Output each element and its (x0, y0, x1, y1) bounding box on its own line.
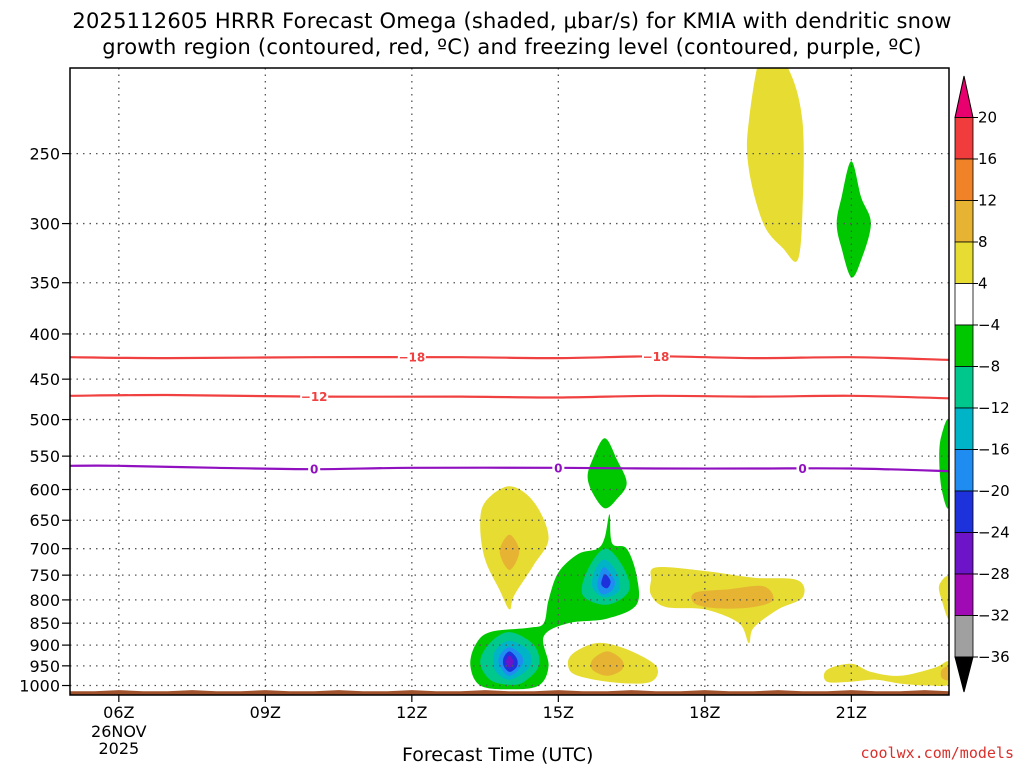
contours: −18 −18 −12 0 0 0 (70, 349, 949, 477)
colorbar-label-11: −28 (978, 565, 1010, 583)
colorbar-segment (954, 324, 974, 367)
colorbar-segment (954, 117, 974, 160)
contour-label--12: −12 (301, 390, 328, 404)
colorbar: 20 16 12 8 4 −4 −8 −12 −16 −20 −24 −28 −32 −36 (954, 75, 1010, 693)
chart-title-line2: growth region (contoured, red, ºC) and f… (102, 35, 922, 59)
contour-label--18: −18 (398, 351, 425, 365)
x-tick-label-12: 12Z (396, 703, 427, 722)
x-tick-label-18: 18Z (689, 703, 720, 722)
y-tick-label-650: 650 (29, 511, 60, 530)
x-date-label-0: 26NOV (91, 722, 147, 741)
y-tick-label-750: 750 (29, 566, 60, 585)
colorbar-segment (954, 407, 974, 450)
colorbar-label-1: 16 (978, 150, 997, 168)
y-tick-label-400: 400 (29, 325, 60, 344)
x-tick-label-9: 09Z (250, 703, 281, 722)
y-tick-label-350: 350 (29, 274, 60, 293)
y-tick-label-700: 700 (29, 540, 60, 559)
colorbar-label-6: −8 (978, 358, 1000, 376)
contour-label-bg (308, 462, 321, 477)
colorbar-segment (954, 615, 974, 658)
x-axis-label: Forecast Time (UTC) (402, 744, 594, 766)
colorbar-label-13: −36 (978, 648, 1010, 666)
contour-label-bg (796, 461, 809, 476)
y-tick-label-900: 900 (29, 636, 60, 655)
omega-area-downward-green-16z-580 (587, 438, 627, 509)
x-tick-label-15: 15Z (543, 703, 574, 722)
x-date-label-1: 2025 (98, 739, 139, 758)
colorbar-segment (954, 449, 974, 492)
x-tick-label-6: 06Z (103, 703, 134, 722)
colorbar-label-8: −16 (978, 441, 1010, 459)
terrain (70, 690, 949, 695)
omega-area-downward-green-21z-300 (836, 161, 871, 278)
y-tick-label-800: 800 (29, 591, 60, 610)
y-tick-label-950: 950 (29, 657, 60, 676)
colorbar-segment (954, 158, 974, 201)
contour-label-0: 0 (310, 463, 318, 477)
colorbar-label-5: −4 (978, 316, 1000, 334)
colorbar-segment (954, 532, 974, 575)
omega-area-upward-orange-16z-950 (590, 651, 624, 676)
colorbar-label-2: 12 (978, 192, 997, 210)
contour-line--18 (70, 355, 949, 361)
terrain-fill (70, 690, 949, 695)
colorbar-label-0: 20 (978, 109, 997, 127)
colorbar-top-arrow (954, 75, 974, 118)
chart-title-line1: 2025112605 HRRR Forecast Omega (shaded, … (72, 9, 952, 33)
omega-area-upward-yellow-23z-780 (938, 575, 949, 620)
x-tick-label-21: 21Z (836, 703, 867, 722)
contour-label-bg (552, 460, 565, 475)
credit-text: coolwx.com/models (860, 744, 1014, 762)
y-tick-label-450: 450 (29, 370, 60, 389)
y-tick-label-500: 500 (29, 411, 60, 430)
contour-label-0: 0 (798, 462, 806, 476)
colorbar-label-12: −32 (978, 607, 1010, 625)
colorbar-label-7: −12 (978, 399, 1010, 417)
chart-title: 2025112605 HRRR Forecast Omega (shaded, … (0, 8, 1024, 60)
contour-label-bg (397, 350, 426, 365)
y-tick-label-600: 600 (29, 481, 60, 500)
colorbar-label-10: −24 (978, 524, 1010, 542)
y-tick-label-550: 550 (29, 447, 60, 466)
omega-area-downward-purple-14z (506, 655, 514, 668)
omega-shading (470, 68, 949, 690)
colorbar-segment (954, 283, 974, 326)
colorbar-segment (954, 573, 974, 616)
y-tick-label-1000: 1000 (19, 677, 60, 696)
colorbar-label-4: 4 (978, 275, 988, 293)
contour-label-0: 0 (554, 461, 562, 475)
colorbar-segment (954, 490, 974, 533)
colorbar-label-3: 8 (978, 233, 988, 251)
y-tick-label-850: 850 (29, 614, 60, 633)
y-tick-label-250: 250 (29, 145, 60, 164)
omega-area-upward-yellow-19z-250 (746, 68, 804, 262)
omega-area-upward-orange-19z-790 (691, 585, 774, 609)
grid (70, 68, 949, 695)
contour-line-0 (70, 464, 949, 473)
omega-area-downward-blue-16z (601, 574, 611, 589)
colorbar-segment (954, 366, 974, 409)
y-tick-label-300: 300 (29, 215, 60, 234)
omega-area-upward-orange-14z-700 (499, 534, 520, 570)
colorbar-segment (954, 241, 974, 284)
colorbar-bottom-arrow (954, 656, 974, 693)
omega-area-upward-yellow-22z-975 (823, 661, 949, 687)
colorbar-label-9: −20 (978, 482, 1010, 500)
contour-label--18: −18 (643, 350, 670, 364)
contour-label-bg (300, 389, 329, 404)
omega-area-upward-orange-23z-975 (940, 666, 949, 681)
omega-area-downward-green-23z-550 (939, 419, 949, 509)
colorbar-segment (954, 200, 974, 243)
contour-line--12 (70, 393, 949, 400)
contour-label-bg (642, 349, 670, 364)
y-axis: 250 300 350 400 450 500 550 600 650 700 750 800 850 9… (19, 145, 70, 696)
plot-frame (69, 67, 950, 696)
